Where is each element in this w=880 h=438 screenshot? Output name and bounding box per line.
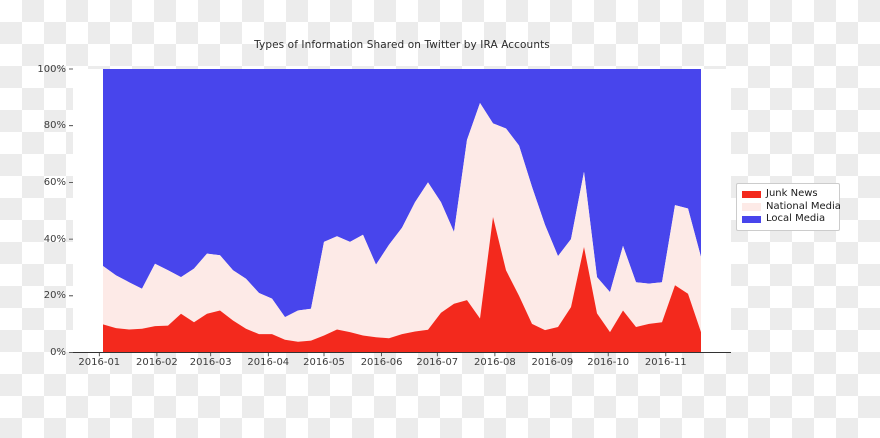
legend-label: National Media: [766, 200, 841, 212]
chart-title: Types of Information Shared on Twitter b…: [254, 39, 550, 51]
y-tick-label: 100%: [37, 63, 66, 75]
legend-swatch-local-media: [742, 215, 761, 223]
y-tick-label: 80%: [43, 120, 66, 131]
x-tick-label: 2016-08: [473, 357, 516, 368]
legend-swatch-national-media: [742, 203, 761, 211]
x-tick-label: 2016-10: [587, 357, 630, 368]
y-tick-label: 20%: [43, 290, 66, 301]
legend-item: National Media: [742, 201, 841, 214]
legend-item: Junk News: [742, 188, 834, 201]
x-tick-label: 2016-07: [416, 357, 459, 368]
x-tick-label: 2016-09: [531, 357, 574, 368]
y-tick-label: 60%: [43, 177, 66, 188]
y-tick-label: 0%: [50, 347, 66, 358]
x-tick-label: 2016-01: [78, 357, 121, 368]
legend-label: Local Media: [766, 213, 826, 225]
x-tick-label: 2016-11: [644, 357, 687, 368]
x-tick-label: 2016-04: [247, 357, 290, 368]
y-tick-label: 40%: [43, 233, 66, 245]
legend: Junk News National Media Local Media: [736, 183, 841, 231]
legend-item: Local Media: [742, 213, 834, 226]
x-tick-label: 2016-05: [303, 357, 345, 368]
x-tick-label: 2016-03: [189, 357, 232, 368]
legend-swatch-junk-news: [742, 190, 761, 198]
legend-label: Junk News: [766, 188, 818, 200]
x-tick-label: 2016-06: [360, 357, 403, 368]
x-tick-label: 2016-02: [135, 357, 178, 368]
